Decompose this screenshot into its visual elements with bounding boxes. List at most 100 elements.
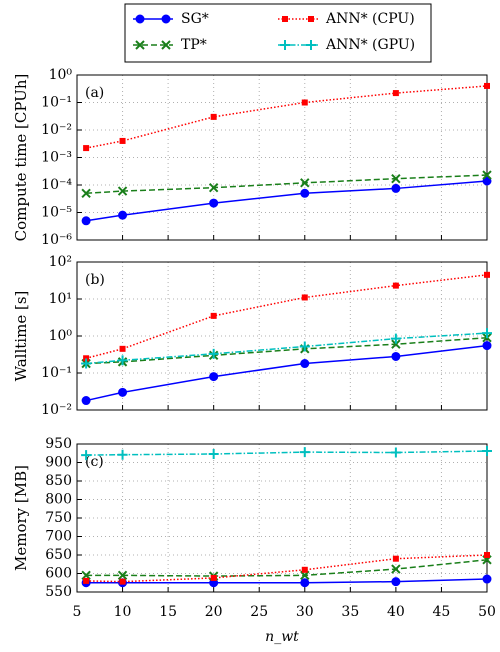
x-tick-label: 40	[387, 604, 405, 620]
marker	[208, 348, 219, 359]
marker	[391, 183, 401, 193]
y-tick-label: 850	[45, 473, 72, 489]
legend-marker	[282, 16, 288, 22]
series-line	[86, 332, 488, 365]
legend-label: ANN* (CPU)	[325, 11, 415, 27]
marker	[391, 351, 401, 361]
series-line	[86, 450, 488, 456]
marker	[209, 198, 219, 208]
y-tick-label: 10⁻⁵	[41, 205, 72, 221]
marker	[391, 564, 401, 574]
y-tick-label: 10⁰	[49, 328, 73, 344]
plot-frame	[76, 443, 488, 593]
panel-label: (a)	[85, 85, 104, 101]
x-tick-label: 20	[205, 604, 223, 620]
marker	[390, 447, 401, 458]
y-tick-label: 10⁻²	[41, 402, 72, 418]
x-tick-label: 25	[250, 604, 268, 620]
panel: 10⁻⁶ 10⁻⁵ 10⁻⁴ 10⁻³ 10⁻² 10⁻¹ 10⁰ (a) Compute ti…	[12, 67, 492, 248]
series-line	[86, 559, 488, 577]
marker	[81, 450, 92, 461]
marker	[390, 333, 401, 344]
marker	[391, 339, 401, 349]
legend-marker	[161, 40, 171, 50]
panel: 10⁻² 10⁻¹ 10⁰ 10¹ 10² (b) Walltime [s]	[12, 254, 492, 418]
legend-marker	[306, 40, 316, 50]
panel: 550 600 650 700 750 800 850 900 950 5 10 15 20 25 30 35…	[12, 436, 496, 645]
marker	[209, 372, 219, 382]
marker	[119, 137, 126, 144]
series-line	[86, 174, 488, 195]
marker	[208, 182, 219, 193]
x-tick-label: 5	[73, 604, 82, 620]
legend-marker	[135, 40, 145, 50]
marker	[482, 446, 492, 457]
marker	[117, 570, 128, 581]
legend-label: ANN* (GPU)	[325, 37, 415, 53]
y-tick-label: 10¹	[49, 291, 72, 307]
legend-marker	[161, 14, 171, 24]
marker	[301, 566, 308, 573]
marker	[484, 82, 490, 89]
marker	[392, 90, 399, 97]
y-tick-label: 10⁻²	[41, 122, 72, 138]
y-tick-label: 650	[45, 547, 72, 563]
marker	[482, 176, 492, 186]
y-tick-label: 750	[45, 510, 72, 526]
y-tick-label: 550	[45, 584, 72, 600]
x-axis-label: n_wt	[265, 629, 299, 645]
legend-marker	[308, 16, 314, 22]
marker	[210, 312, 217, 319]
y-axis-label: Compute time [CPUh]	[12, 74, 30, 242]
marker	[392, 282, 399, 289]
marker	[391, 173, 401, 184]
y-tick-label: 10⁻³	[41, 150, 72, 166]
marker	[81, 396, 91, 406]
marker	[301, 99, 308, 106]
y-axis-label: Memory [MB]	[12, 465, 30, 571]
marker	[83, 355, 90, 362]
y-tick-label: 900	[45, 455, 72, 471]
y-tick-label: 10⁻⁴	[41, 177, 72, 193]
legend-label: TP*	[181, 37, 207, 53]
series-line	[85, 85, 488, 149]
y-tick-label: 700	[45, 529, 72, 545]
marker	[299, 447, 310, 458]
marker	[118, 387, 128, 397]
y-tick-label: 10⁻⁶	[41, 232, 72, 248]
y-axis-label: Walltime [s]	[12, 291, 30, 382]
marker	[119, 345, 126, 352]
marker	[117, 449, 128, 460]
series-line	[86, 578, 488, 584]
y-tick-label: 10⁻¹	[41, 365, 72, 381]
x-tick-label: 45	[433, 604, 451, 620]
x-tick-label: 30	[296, 604, 314, 620]
marker	[117, 186, 128, 196]
x-tick-label: 50	[478, 604, 496, 620]
marker	[300, 188, 310, 198]
x-tick-label: 35	[341, 604, 359, 620]
marker	[118, 210, 128, 220]
y-tick-label: 10²	[49, 254, 72, 270]
marker	[482, 341, 492, 351]
x-tick-label: 10	[114, 604, 132, 620]
legend-box	[124, 3, 432, 63]
marker	[484, 552, 490, 558]
marker	[299, 341, 310, 352]
marker	[81, 216, 91, 226]
y-tick-label: 10⁻¹	[41, 95, 72, 111]
legend-marker	[280, 40, 290, 50]
y-tick-label: 600	[45, 566, 72, 582]
marker	[392, 555, 399, 562]
series-line	[85, 274, 488, 360]
marker	[208, 448, 219, 459]
marker	[482, 574, 492, 584]
series-line	[85, 344, 488, 402]
marker	[210, 574, 217, 581]
y-tick-label: 800	[45, 492, 72, 508]
marker	[391, 577, 401, 587]
marker	[300, 359, 310, 369]
marker	[81, 188, 91, 198]
marker	[482, 328, 492, 339]
